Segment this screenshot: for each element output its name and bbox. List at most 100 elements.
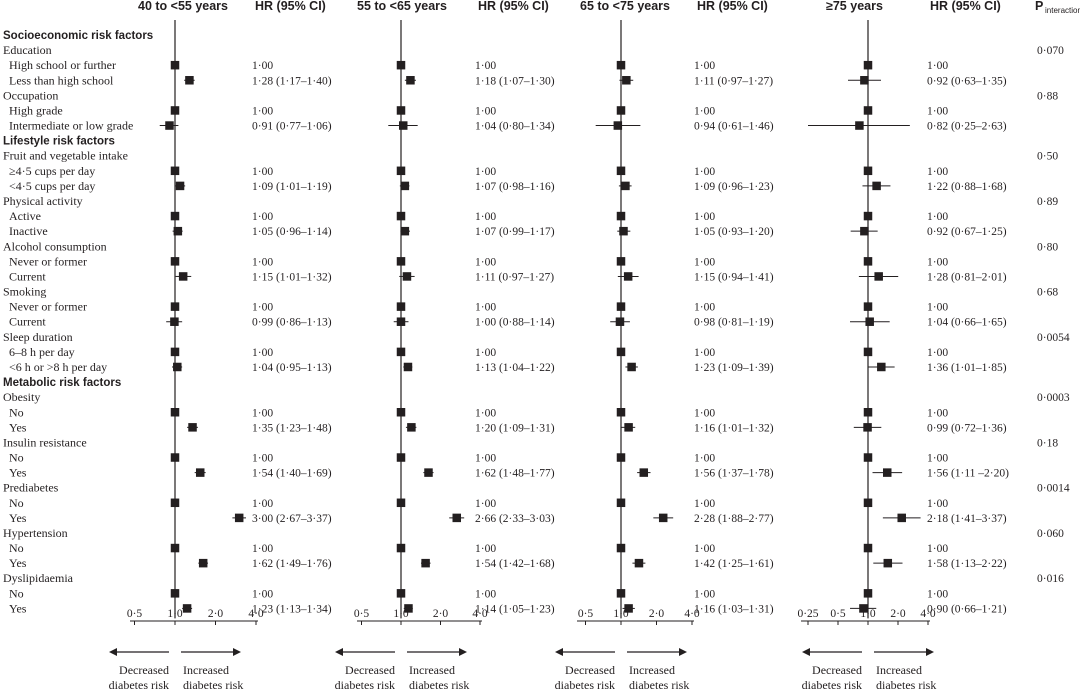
decreased-label-line1: Decreased [812,663,862,677]
hr-header-2: HR (95% CI) [697,0,768,13]
group-label: Prediabetes [3,481,59,495]
hr-marker [616,106,626,115]
hr-ci-text: 0·92 (0·63–1·35) [927,75,1007,87]
hr-ci-text: 1·00 [694,588,715,600]
hr-marker [195,468,205,477]
p-interaction-value: 0·0054 [1037,332,1070,344]
subgroup-label: Yes [9,601,27,615]
panel-title-2: 65 to <75 years [580,0,670,13]
hr-ci-text: 1·42 (1·25–1·61) [694,558,774,570]
group-label: Fruit and vegetable intake [3,149,128,163]
increased-arrow-head [459,648,467,656]
hr-ci-text: 1·13 (1·04–1·22) [475,362,555,374]
hr-ci-text: 1·00 [252,543,273,555]
group-label: Education [3,43,52,57]
hr-marker [897,513,906,523]
subgroup-label: Intermediate or low grade [9,119,133,133]
hr-ci-text: 1·00 [475,588,496,600]
increased-label-line2: diabetes risk [183,678,243,692]
hr-marker [406,76,415,85]
hr-ci-text: 1·56 (1·11 –2·20) [927,468,1009,480]
x-tick-label: 1·0 [613,608,629,620]
subgroup-label: Active [9,209,41,223]
hr-ci-text: 1·00 [475,60,496,72]
hr-ci-text: 2·18 (1·41–3·37) [927,513,1007,525]
hr-marker [234,513,244,523]
hr-ci-text: 1·00 [694,166,715,178]
decreased-label-line2: diabetes risk [335,678,395,692]
hr-ci-text: 1·00 [927,60,948,72]
panel-title-3: ≥75 years [826,0,883,13]
hr-marker [616,347,626,357]
decreased-arrow-head [802,648,810,656]
hr-marker [863,589,873,598]
x-tick-label: 2·0 [433,608,449,620]
hr-marker [182,604,192,613]
hr-ci-text: 1·04 (0·66–1·65) [927,317,1007,329]
hr-marker [616,60,626,70]
hr-ci-text: 1·00 [927,453,948,465]
hr-marker [396,60,406,70]
hr-ci-text: 3·00 (2·67–3·37) [252,513,332,525]
subgroup-label: Never or former [9,300,87,314]
hr-marker [882,468,892,477]
hr-marker [616,453,626,462]
hr-marker [170,543,180,553]
hr-marker [173,226,183,236]
p-interaction-header: P [1035,0,1043,13]
hr-marker [624,423,633,432]
hr-marker [170,408,180,417]
hr-ci-text: 1·00 [927,302,948,314]
hr-ci-text: 1·00 [927,105,948,117]
decreased-label-line2: diabetes risk [802,678,862,692]
hr-ci-text: 0·99 (0·86–1·13) [252,317,332,329]
decreased-arrow-head [335,648,343,656]
hr-marker [424,468,433,477]
subgroup-label: No [9,541,24,555]
hr-marker [398,121,408,130]
hr-header-0: HR (95% CI) [255,0,326,13]
section-label: Metabolic risk factors [3,377,121,389]
hr-marker [396,257,406,266]
group-label: Dyslipidaemia [3,571,74,585]
p-interaction-value: 0·0014 [1037,483,1070,495]
hr-marker [860,76,869,85]
hr-marker [863,211,873,221]
subgroup-label: Yes [9,466,27,480]
hr-header-1: HR (95% CI) [478,0,549,13]
x-tick-label: 1·0 [167,608,183,620]
hr-marker [616,589,626,598]
hr-marker [863,302,873,311]
hr-marker [616,211,626,221]
p-interaction-value: 0·016 [1037,573,1064,585]
hr-ci-text: 1·35 (1·23–1·48) [252,422,332,434]
hr-ci-text: 1·00 [927,166,948,178]
p-interaction-value: 0·070 [1037,45,1064,57]
hr-ci-text: 1·54 (1·40–1·69) [252,468,332,480]
hr-marker [616,166,626,176]
hr-marker [624,604,633,613]
hr-marker [863,498,873,508]
hr-ci-text: 1·00 [694,347,715,359]
hr-marker [396,166,406,176]
group-label: Alcohol consumption [3,239,107,253]
hr-marker [170,498,180,508]
hr-marker [613,121,623,130]
group-label: Insulin resistance [3,435,87,449]
hr-ci-text: 1·00 [475,256,496,268]
x-tick-label: 0·25 [797,608,818,620]
hr-ci-text: 1·36 (1·01–1·85) [927,362,1007,374]
hr-ci-text: 1·05 (0·93–1·20) [694,226,774,238]
hr-ci-text: 1·00 [927,256,948,268]
p-interaction-value: 0·68 [1037,287,1058,299]
subgroup-label: Yes [9,556,27,570]
hr-ci-text: 1·07 (0·99–1·17) [475,226,555,238]
increased-arrow-head [926,648,934,656]
x-tick-label: 2·0 [649,608,665,620]
hr-marker [863,347,873,357]
hr-marker [170,589,180,598]
hr-ci-text: 0·98 (0·81–1·19) [694,317,774,329]
p-interaction-value: 0·50 [1037,151,1058,163]
hr-ci-text: 1·15 (1·01–1·32) [252,271,332,283]
subgroup-label: Current [9,269,46,283]
